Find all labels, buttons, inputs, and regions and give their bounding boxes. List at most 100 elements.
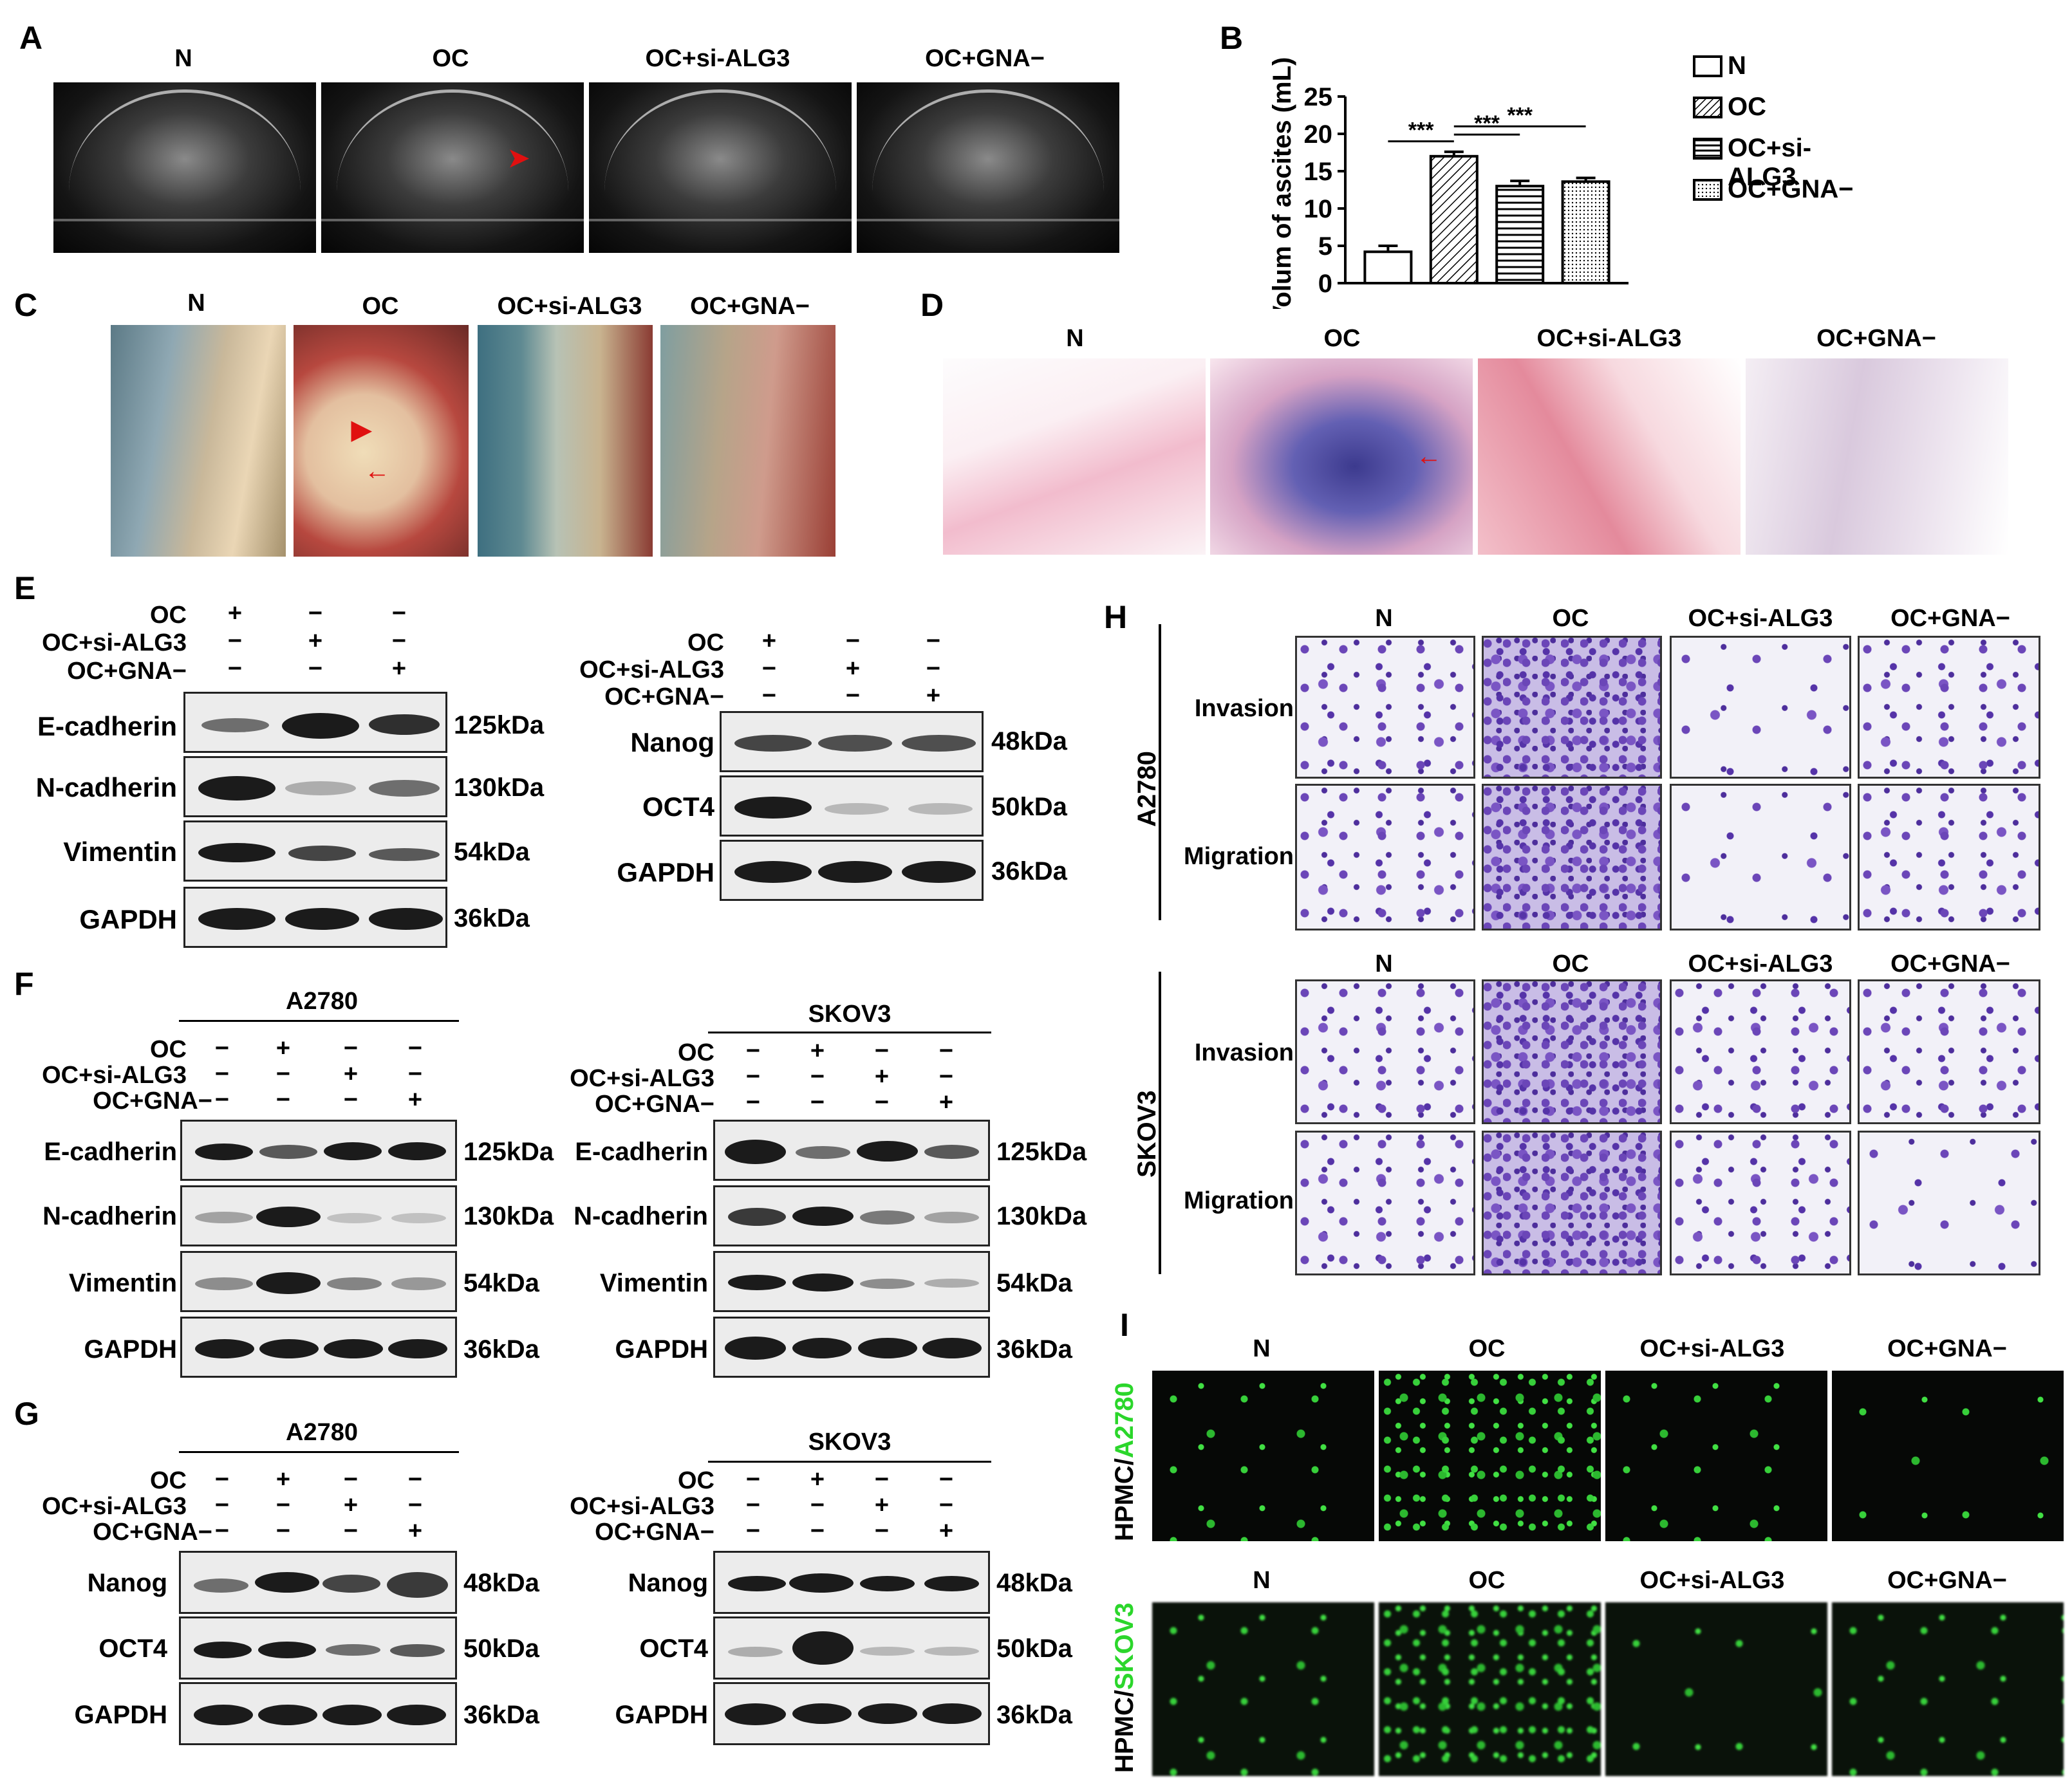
- mw-label: 36kDa: [991, 857, 1067, 885]
- cell-line-label: A2780: [1133, 751, 1161, 827]
- group-label-a-n: N: [174, 45, 192, 72]
- legend-swatch-horizontal-icon: [1693, 138, 1722, 160]
- transwell-image: [1482, 636, 1662, 779]
- panel-label-b: B: [1220, 20, 1244, 56]
- western-blot-gapdh: [720, 840, 984, 901]
- mw-label: 125kDa: [454, 711, 545, 739]
- western-blot-gapdh: [713, 1682, 990, 1745]
- mw-label: 48kDa: [991, 727, 1067, 755]
- transwell-image: [1295, 636, 1475, 779]
- protein-label: Vimentin: [68, 1269, 177, 1297]
- sign: +: [391, 655, 407, 682]
- sign: +: [926, 682, 941, 709]
- panel-label-g: G: [14, 1396, 39, 1432]
- sign: −: [761, 655, 777, 682]
- western-blot-gapdh: [183, 887, 447, 948]
- protein-label: GAPDH: [79, 904, 177, 934]
- protein-label: Vimentin: [599, 1269, 708, 1297]
- western-blot-gapdh: [180, 1317, 457, 1378]
- row-label-migration: Migration: [1184, 843, 1294, 870]
- transwell-image: [1858, 979, 2040, 1124]
- cell-line-a2780: A2780: [286, 1419, 358, 1446]
- transwell-image: [1858, 636, 2040, 779]
- red-arrow-icon: ▶: [351, 416, 371, 444]
- panel-label-e: E: [14, 570, 36, 606]
- fluor-row-prefix: HPMC/: [1110, 1690, 1139, 1773]
- histology-si-image: [1478, 358, 1741, 555]
- significance-label: ***: [1474, 111, 1500, 136]
- gross-n-image: [111, 325, 286, 557]
- transwell-image: [1295, 979, 1475, 1124]
- group-label-c-si: OC+si-ALG3: [497, 293, 642, 320]
- significance-label: ***: [1408, 118, 1434, 143]
- treat-row-oc: OC: [150, 1036, 187, 1063]
- group-label-d-oc: OC: [1323, 325, 1361, 352]
- protein-label: GAPDH: [74, 1701, 167, 1729]
- row-label-invasion: Invasion: [1194, 695, 1294, 722]
- sign: −: [407, 1492, 423, 1519]
- western-blot-oct4: [713, 1616, 990, 1680]
- mw-label: 48kDa: [463, 1569, 539, 1597]
- sign: −: [810, 1089, 825, 1116]
- legend-label: OC: [1728, 93, 1766, 121]
- cell-line-label: SKOV3: [1133, 1090, 1161, 1178]
- sign: −: [308, 600, 323, 627]
- sign: −: [845, 682, 861, 709]
- sign: −: [761, 682, 777, 709]
- panel-label-c: C: [14, 287, 38, 323]
- western-blot-n-cadherin: [180, 1185, 457, 1246]
- treat-row-si: OC+si-ALG3: [42, 1062, 187, 1089]
- sign: −: [745, 1089, 761, 1116]
- transwell-image: [1295, 1131, 1475, 1275]
- sign: +: [938, 1089, 954, 1116]
- bracket-line: [179, 1451, 459, 1453]
- treat-row-gna: OC+GNA−: [93, 1088, 212, 1115]
- sign: −: [874, 1517, 890, 1544]
- transwell-image: [1670, 1131, 1851, 1275]
- group-label-h-si: OC+si-ALG3: [1688, 950, 1833, 977]
- sign: −: [874, 1089, 890, 1116]
- sign: −: [214, 1035, 230, 1062]
- western-blot-vimentin: [713, 1251, 990, 1312]
- red-arrow-icon: ➤: [508, 144, 530, 172]
- bracket-line: [179, 1020, 459, 1022]
- sign: −: [810, 1492, 825, 1519]
- treat-row-oc: OC: [678, 1467, 714, 1494]
- group-label-a-si: OC+si-ALG3: [645, 45, 790, 72]
- legend-label: OC+si-ALG3: [1728, 134, 1812, 191]
- sign: −: [214, 1466, 230, 1493]
- treat-row-si: OC+si-ALG3: [570, 1065, 714, 1092]
- western-blot-vimentin: [183, 820, 447, 882]
- protein-label: Vimentin: [63, 837, 177, 867]
- sign: −: [845, 627, 861, 654]
- ultrasound-gna-image: [857, 82, 1119, 253]
- sign: +: [810, 1466, 825, 1493]
- group-label-i-si: OC+si-ALG3: [1639, 1567, 1785, 1594]
- sign: −: [227, 655, 243, 682]
- sign: −: [926, 655, 941, 682]
- red-arrow-icon: ←: [364, 457, 390, 485]
- group-label-i-gna: OC+GNA−: [1887, 1567, 2007, 1594]
- sign: −: [407, 1035, 423, 1062]
- treat-row-gna: OC+GNA−: [67, 658, 187, 685]
- mw-label: 36kDa: [463, 1335, 539, 1364]
- sign: −: [938, 1492, 954, 1519]
- protein-label: OCT4: [639, 1634, 708, 1663]
- histology-n-image: [943, 358, 1206, 555]
- treat-row-oc: OC: [150, 1467, 187, 1494]
- sign: −: [308, 655, 323, 682]
- protein-label: OCT4: [642, 792, 714, 822]
- sign: −: [275, 1060, 291, 1088]
- mw-label: 130kDa: [454, 773, 545, 802]
- protein-label: OCT4: [98, 1634, 167, 1663]
- histology-oc-image: ←: [1210, 358, 1473, 555]
- y-tick-label: 15: [1304, 158, 1333, 186]
- legend-swatch-dotted-icon: [1693, 179, 1722, 201]
- sign: −: [407, 1060, 423, 1088]
- fluor-row-cell: A2780: [1110, 1382, 1139, 1459]
- protein-label: E-cadherin: [575, 1138, 708, 1166]
- sign: −: [874, 1466, 890, 1493]
- sign: −: [745, 1466, 761, 1493]
- sign: −: [227, 627, 243, 654]
- protein-label: N-cadherin: [42, 1202, 177, 1230]
